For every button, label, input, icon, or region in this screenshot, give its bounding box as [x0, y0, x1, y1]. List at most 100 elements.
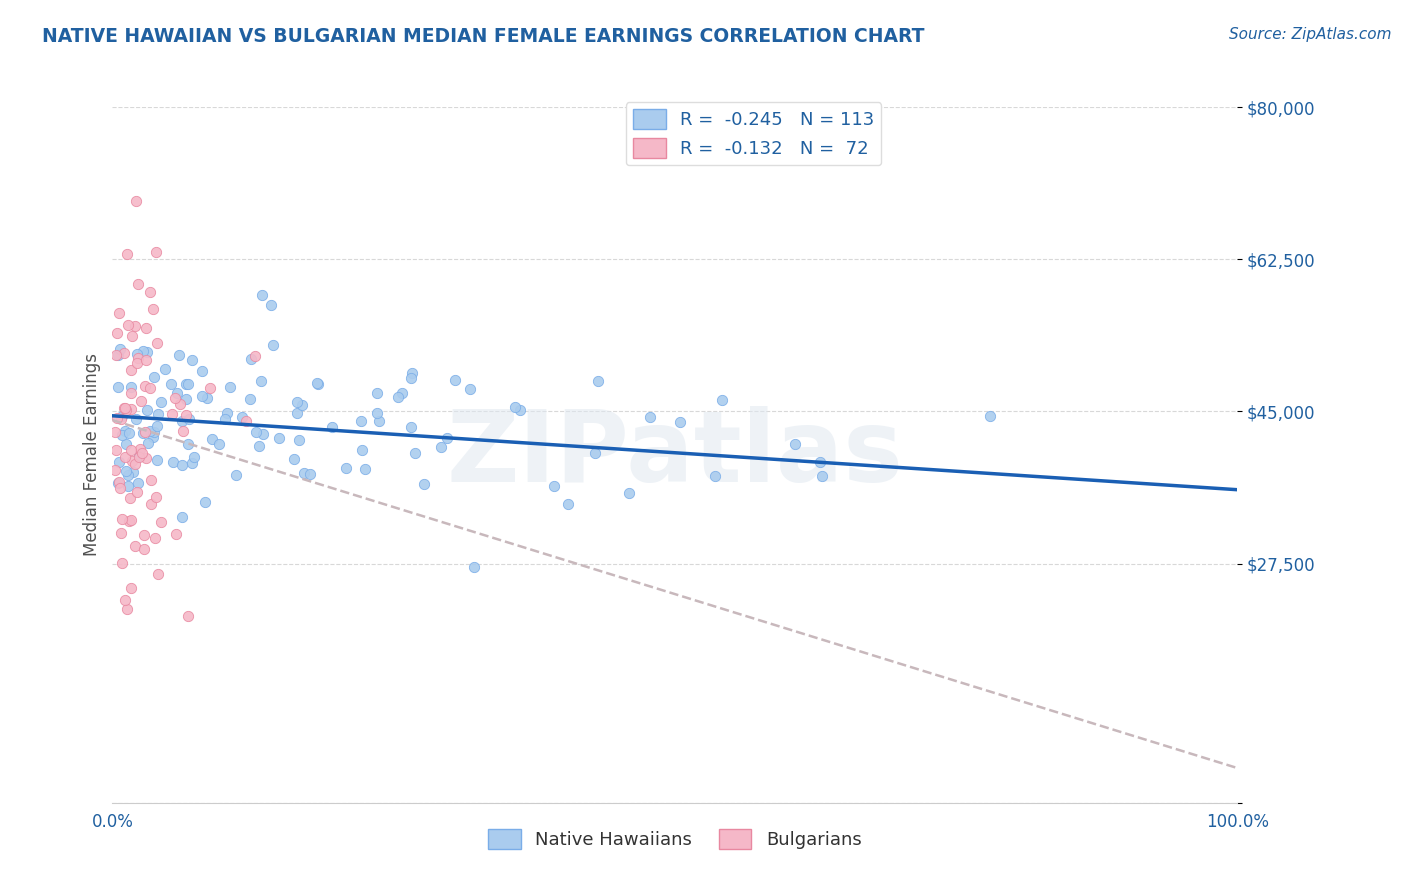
- Point: [146, 407, 169, 421]
- Point: [463, 559, 485, 574]
- Point: [399, 420, 422, 434]
- Point: [245, 425, 267, 439]
- Point: [111, 556, 134, 570]
- Point: [153, 362, 176, 376]
- Point: [135, 345, 157, 359]
- Point: [114, 425, 136, 439]
- Point: [165, 527, 187, 541]
- Point: [127, 347, 149, 361]
- Point: [783, 437, 806, 451]
- Point: [142, 369, 165, 384]
- Point: [108, 481, 131, 495]
- Point: [139, 285, 162, 299]
- Point: [231, 410, 253, 425]
- Point: [125, 194, 148, 209]
- Point: [118, 426, 141, 441]
- Point: [617, 486, 640, 500]
- Point: [262, 337, 284, 351]
- Point: [139, 424, 162, 438]
- Point: [509, 403, 531, 417]
- Point: [135, 321, 157, 335]
- Point: [128, 442, 150, 456]
- Point: [399, 370, 422, 384]
- Point: [368, 414, 391, 428]
- Point: [335, 461, 357, 475]
- Point: [105, 411, 128, 425]
- Point: [125, 355, 148, 369]
- Point: [149, 395, 172, 409]
- Point: [142, 425, 165, 440]
- Point: [104, 443, 127, 458]
- Point: [260, 298, 283, 312]
- Point: [557, 497, 579, 511]
- Point: [162, 455, 184, 469]
- Point: [134, 379, 156, 393]
- Point: [169, 397, 191, 411]
- Point: [166, 386, 188, 401]
- Point: [124, 457, 146, 471]
- Point: [443, 373, 465, 387]
- Point: [350, 414, 373, 428]
- Point: [120, 442, 142, 457]
- Point: [127, 475, 149, 490]
- Point: [139, 381, 162, 395]
- Text: ZIPatlas: ZIPatlas: [447, 407, 903, 503]
- Point: [252, 426, 274, 441]
- Point: [141, 498, 163, 512]
- Point: [120, 380, 142, 394]
- Point: [107, 476, 129, 491]
- Point: [177, 437, 200, 451]
- Point: [321, 419, 343, 434]
- Point: [387, 390, 409, 404]
- Point: [183, 450, 205, 464]
- Point: [215, 406, 238, 420]
- Point: [127, 484, 149, 499]
- Point: [104, 348, 127, 362]
- Point: [160, 407, 183, 421]
- Point: [117, 318, 139, 332]
- Point: [132, 541, 155, 556]
- Point: [299, 467, 322, 482]
- Point: [285, 395, 308, 409]
- Point: [429, 440, 451, 454]
- Y-axis label: Median Female Earnings: Median Female Earnings: [83, 353, 101, 557]
- Point: [247, 439, 270, 453]
- Point: [285, 406, 308, 420]
- Point: [107, 348, 129, 362]
- Point: [121, 513, 143, 527]
- Point: [252, 288, 274, 302]
- Point: [104, 463, 127, 477]
- Point: [366, 385, 388, 400]
- Point: [145, 245, 167, 260]
- Point: [108, 475, 131, 489]
- Point: [458, 382, 481, 396]
- Point: [588, 374, 610, 388]
- Point: [117, 479, 139, 493]
- Point: [250, 375, 273, 389]
- Point: [136, 435, 159, 450]
- Point: [503, 400, 526, 414]
- Point: [142, 430, 165, 444]
- Point: [135, 352, 157, 367]
- Point: [669, 415, 692, 429]
- Point: [117, 468, 139, 483]
- Point: [167, 348, 190, 362]
- Point: [145, 419, 167, 434]
- Point: [283, 452, 305, 467]
- Point: [214, 411, 236, 425]
- Point: [122, 465, 145, 479]
- Point: [114, 593, 136, 607]
- Point: [198, 381, 221, 395]
- Point: [110, 412, 132, 426]
- Point: [401, 367, 423, 381]
- Point: [181, 353, 204, 368]
- Point: [710, 393, 733, 408]
- Point: [269, 431, 291, 445]
- Point: [110, 526, 132, 541]
- Point: [127, 277, 149, 291]
- Point: [124, 539, 146, 553]
- Point: [118, 514, 141, 528]
- Point: [145, 531, 167, 545]
- Point: [124, 318, 146, 333]
- Point: [808, 455, 831, 469]
